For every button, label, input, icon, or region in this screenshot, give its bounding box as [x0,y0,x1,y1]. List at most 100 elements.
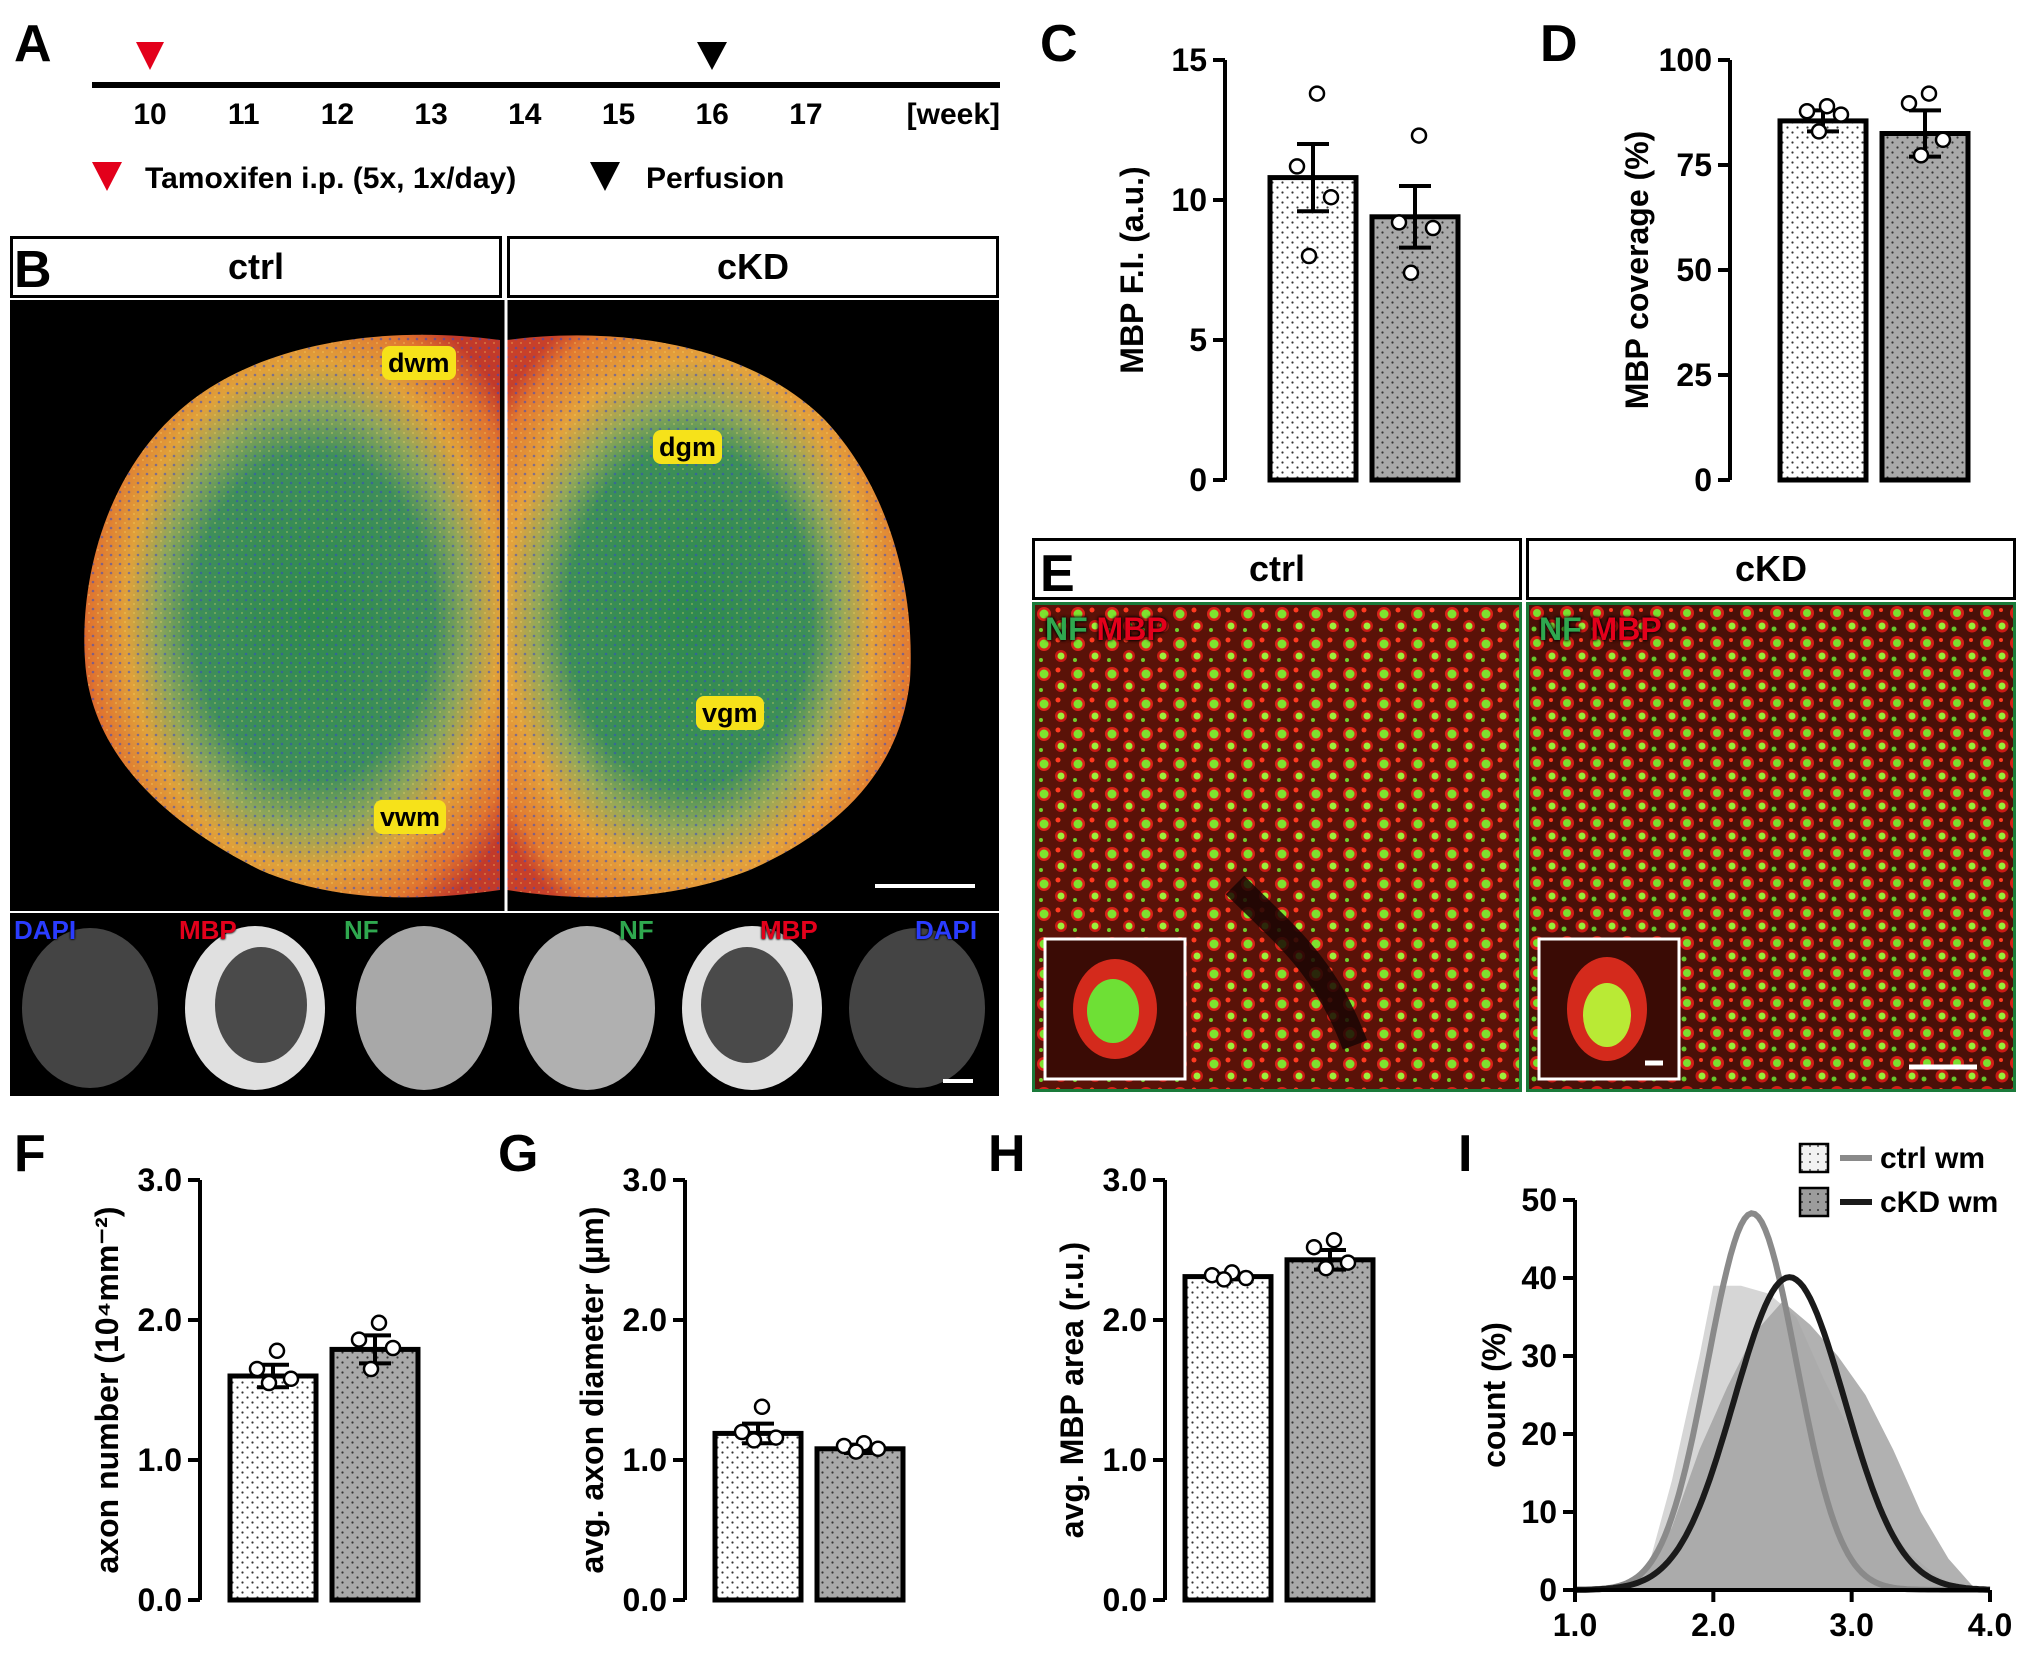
y-tick-label: 2.0 [623,1302,667,1338]
panel-label-d: D [1540,15,1578,73]
tamoxifen-legend-label: Tamoxifen i.p. (5x, 1x/day) [145,162,516,195]
data-point [1322,188,1340,206]
data-point [1920,85,1938,102]
thumb-mbp-ctrl-label: MBP [179,915,237,945]
bar-cKD [1369,214,1461,483]
data-point [869,1440,887,1458]
y-tick-label: 5 [1189,322,1207,358]
y-tick-label: 50 [1676,252,1712,288]
ctrl-axon-field [1035,605,1519,1089]
thumb-nf-ctrl-label: NF [344,915,379,945]
data-point [1424,219,1442,237]
timeline: 10 11 12 13 14 15 16 17 [week] Tamoxifen i.p. (… [92,42,1000,195]
data-point [1832,106,1850,123]
y-axis-label: avg. axon diameter (µm) [574,1207,610,1574]
spinal-cord-micrograph: dwm vwm dgm vgm [10,300,999,911]
y-tick-label: 100 [1659,42,1712,78]
data-point [1215,1271,1233,1288]
panel-e-ckd-label: cKD [1734,548,1808,589]
data-point [767,1429,785,1446]
y-tick-label: 0.0 [1103,1582,1147,1618]
thumb-nf-ctrl: NF [340,913,502,1096]
legend-label: cKD wm [1880,1186,1998,1219]
y-tick-label: 10 [1171,182,1207,218]
perfusion-legend-label: Perfusion [646,162,784,195]
thumb-nf-ckd: NF [507,913,669,1096]
data-point [1305,1238,1323,1256]
thumb-dapi-ctrl: DAPI [10,913,172,1096]
week-labels: 10 11 12 13 14 15 16 17 [133,98,822,131]
perfusion-legend-icon [590,162,620,191]
data-point [1308,85,1326,102]
data-point [745,1432,763,1449]
chart-h: 0.0 1.0 2.0 3.0 avg. MBP area (r.u.) [1054,1162,1376,1618]
panel-label-a: A [14,15,52,73]
panel-e-ctrl-image: NF MBP [1032,602,1522,1092]
data-point [1237,1269,1255,1287]
panel-label-g: G [498,1125,539,1183]
y-tick-label: 50 [1521,1182,1557,1218]
y-tick-label: 25 [1676,357,1712,393]
y-tick-label: 1.0 [1103,1442,1147,1478]
legend: ctrl wm cKD wm [1798,1142,1998,1219]
data-point [1390,214,1408,231]
y-axis-label: axon number (10⁴mm⁻²) [89,1207,125,1574]
panel-b-ckd-header: cKD [507,236,999,298]
y-tick-label: 75 [1676,147,1712,183]
y-tick-label: 0 [1694,462,1712,498]
week-label: 10 [133,98,166,131]
data-point [384,1339,402,1357]
region-label-vwm: vwm [374,800,447,834]
y-tick-label: 10 [1521,1494,1557,1530]
bar-ctrl [1267,175,1359,483]
ckd-axon-field [1529,605,2013,1089]
data-point [350,1331,368,1348]
y-axis-label: count (%) [1480,1322,1512,1468]
mbp-label: MBP [1096,611,1168,647]
histogram-cKD-wm [1575,1301,1990,1590]
chart-f: 0.0 1.0 2.0 3.0 axon number (10⁴mm⁻²) [89,1162,421,1618]
data-point [1934,131,1952,149]
fit-curve-cKD-wm [1575,1274,1991,1593]
data-point [1300,247,1318,265]
x-tick-label: 1.0 [1553,1607,1597,1643]
data-point [248,1360,266,1378]
y-axis-label: MBP coverage (%) [1619,131,1655,410]
week-label: 11 [228,98,260,131]
panel-e-ckd-stain-label: NF MBP [1539,611,1662,648]
bar-cKD [1284,1257,1376,1603]
thumb-dapi-ctrl-label: DAPI [14,915,77,945]
data-point [1818,97,1836,115]
legend-swatch [1798,1186,1830,1218]
panel-label-i: I [1458,1125,1473,1183]
data-point [1810,123,1828,140]
panel-label-h: H [988,1125,1026,1183]
data-point [1339,1254,1357,1271]
y-tick-label: 0.0 [138,1582,182,1618]
data-point [1325,1231,1343,1249]
tamoxifen-legend-icon [92,162,122,191]
panel-e-ckd-image: NF MBP [1526,602,2016,1092]
data-point [847,1443,865,1460]
legend-label: ctrl wm [1880,1142,1985,1175]
panel-e-ctrl-header: ctrl [1032,538,1522,600]
data-point [370,1314,388,1332]
y-axis-label: avg. MBP area (r.u.) [1054,1242,1090,1538]
data-point [1912,147,1930,164]
y-tick-label: 1.0 [623,1442,667,1478]
week-label: 16 [696,98,729,131]
region-label-dwm: dwm [382,346,456,380]
nf-label: NF [1045,611,1088,647]
nf-label: NF [1539,611,1582,647]
thumb-mbp-ctrl: MBP [175,913,337,1096]
panel-label-b: B [14,241,52,299]
perfusion-marker-icon [697,42,727,70]
data-point [1317,1259,1335,1277]
legend-swatch [1798,1142,1830,1174]
data-point [1900,95,1918,112]
panel-e-ctrl-label: ctrl [1248,548,1306,589]
y-tick-label: 15 [1171,42,1207,78]
panel-label-f: F [14,1125,46,1183]
bar-ctrl [1182,1274,1274,1603]
data-point [1798,102,1816,120]
